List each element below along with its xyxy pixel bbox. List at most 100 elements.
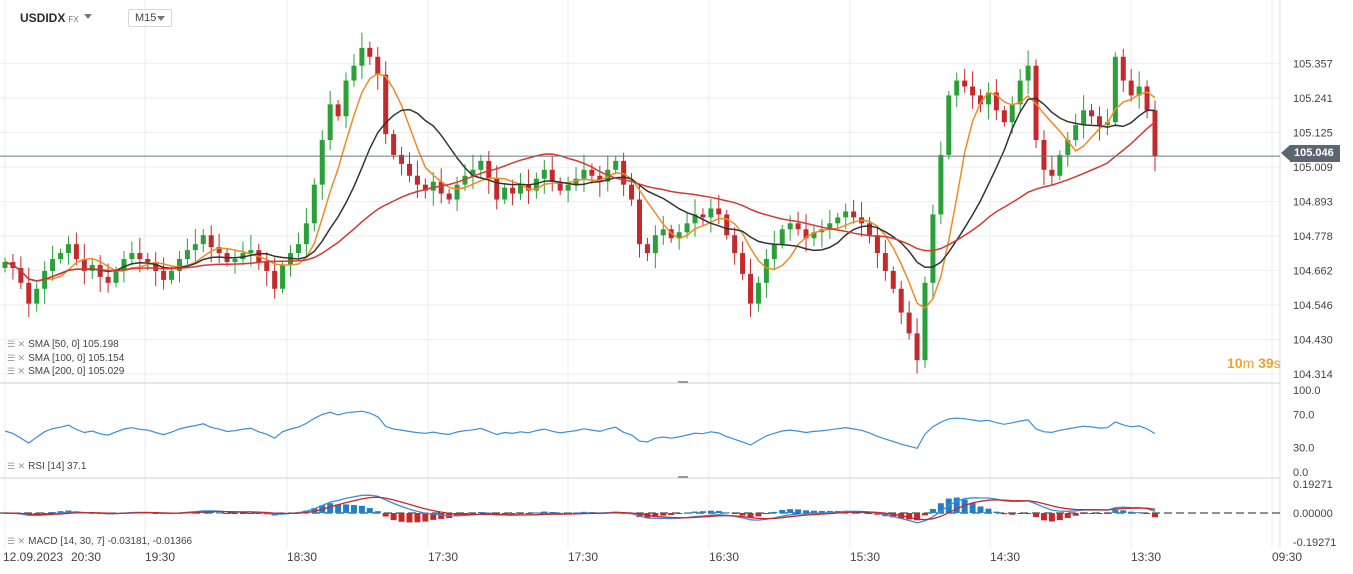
time-tick-label: 13:30	[1131, 550, 1161, 564]
candle-body	[208, 235, 214, 248]
macd-histogram-bar	[755, 513, 762, 517]
macd-histogram-bar	[382, 513, 389, 517]
macd-histogram-bar	[343, 504, 350, 513]
candle-body	[732, 235, 738, 254]
macd-histogram-bar	[1072, 513, 1079, 516]
candle-body	[264, 262, 270, 271]
candle-body	[399, 154, 405, 164]
candle-body	[755, 282, 761, 304]
candle-body	[1128, 80, 1134, 96]
macd-histogram-bar	[636, 513, 643, 518]
countdown-s: s	[1273, 355, 1281, 371]
macd-histogram-bar	[573, 512, 580, 514]
candle-body	[779, 229, 785, 245]
timeframe-selector[interactable]: M15	[128, 9, 172, 27]
candle-body	[684, 223, 690, 233]
macd-histogram-bar	[390, 513, 397, 521]
menu-close-icon[interactable]: ☰ ✕	[7, 461, 26, 471]
price-axis: 105.357 105.241 105.125 105.009 104.893 104.7…	[1293, 59, 1333, 381]
candle-body	[391, 134, 397, 155]
macd-histogram-bar	[668, 513, 675, 515]
macd-histogram-bar	[232, 513, 238, 514]
time-tick-label: 18:30	[287, 550, 317, 564]
macd-histogram-bar	[509, 513, 516, 514]
candle-body	[597, 175, 603, 182]
candle-body	[1089, 110, 1095, 117]
menu-close-icon[interactable]: ☰ ✕	[7, 339, 26, 349]
candle-body	[621, 160, 627, 185]
legend-sma200[interactable]: ☰ ✕ SMA [200, 0] 105.029	[7, 365, 124, 378]
sma200-label: SMA [200, 0] 105.029	[28, 366, 125, 377]
legend-sma100[interactable]: ☰ ✕ SMA [100, 0] 105.154	[7, 352, 124, 365]
macd-histogram-bar	[969, 502, 976, 513]
candle-body	[549, 169, 555, 182]
macd-histogram-bar	[422, 513, 429, 522]
macd-histogram-bar	[247, 513, 254, 514]
candle-body	[636, 199, 642, 245]
candle-body	[724, 214, 730, 236]
candle-body	[589, 169, 595, 176]
macd-histogram-bar	[961, 499, 968, 513]
candle-body	[216, 247, 222, 254]
macd-histogram-bar	[676, 513, 683, 514]
time-tick-label: 15:30	[850, 550, 880, 564]
macd-histogram-bar	[692, 511, 698, 513]
candle-body	[748, 273, 754, 304]
candle-body	[1057, 154, 1063, 176]
macd-histogram-bar	[771, 511, 778, 513]
macd-histogram-bar	[723, 512, 730, 514]
price-tick-label: 105.125	[1293, 128, 1333, 140]
candle-body	[930, 214, 936, 283]
menu-close-icon[interactable]: ☰ ✕	[7, 536, 26, 546]
candle-body	[906, 312, 912, 334]
macd-histogram-bar	[49, 512, 56, 514]
candle-body	[1065, 140, 1071, 155]
macd-histogram-bar	[866, 513, 873, 514]
candle-body	[248, 250, 254, 254]
macd-histogram-bar	[620, 512, 627, 514]
price-tick-label: 104.314	[1293, 369, 1333, 381]
macd-histogram-bar	[747, 513, 754, 518]
candle-body	[898, 288, 904, 313]
candle-body	[327, 104, 333, 141]
candle-body	[985, 92, 991, 105]
candle-body	[890, 270, 896, 289]
macd-histogram-bar	[1136, 512, 1143, 514]
candle-body	[1112, 56, 1118, 123]
legend-macd[interactable]: ☰ ✕ MACD [14, 30, 7] -0.03181, -0.01366	[7, 535, 192, 548]
legend-sma50[interactable]: ☰ ✕ SMA [50, 0] 105.198	[7, 338, 119, 351]
candle-body	[422, 184, 428, 191]
candle-body	[295, 244, 301, 254]
macd-histogram-bar	[208, 511, 215, 513]
candle-body	[438, 181, 444, 194]
macd-histogram-bar	[1088, 513, 1095, 514]
macd-histogram-bar	[335, 504, 342, 513]
candle-body	[129, 253, 135, 260]
candle-body	[478, 160, 484, 170]
menu-close-icon[interactable]: ☰ ✕	[7, 366, 26, 376]
candle-body	[629, 184, 635, 200]
candle-body	[2, 262, 8, 268]
candle-body	[351, 65, 357, 81]
candle-body	[18, 267, 24, 283]
macd-histogram-bar	[255, 513, 262, 514]
candle-body	[81, 259, 87, 271]
candle-body	[795, 223, 801, 230]
candle-body	[65, 244, 71, 254]
candle-body	[1136, 86, 1142, 96]
candle-body	[771, 244, 777, 260]
macd-histogram-bar	[327, 503, 334, 513]
candle-body	[938, 154, 944, 215]
macd-histogram-bar	[707, 510, 714, 513]
candle-body	[962, 80, 968, 87]
legend-rsi[interactable]: ☰ ✕ RSI [14] 37.1	[7, 460, 87, 473]
chart-toolbar: USDIDX FX M15	[0, 0, 1280, 27]
symbol-dropdown-icon[interactable]	[84, 14, 92, 19]
symbol-selector[interactable]: USDIDX FX	[20, 11, 79, 25]
candlestick-series	[2, 32, 1158, 374]
macd-histogram-bar	[977, 506, 984, 513]
candle-body	[557, 181, 563, 191]
menu-close-icon[interactable]: ☰ ✕	[7, 353, 26, 363]
candle-body	[319, 140, 325, 185]
